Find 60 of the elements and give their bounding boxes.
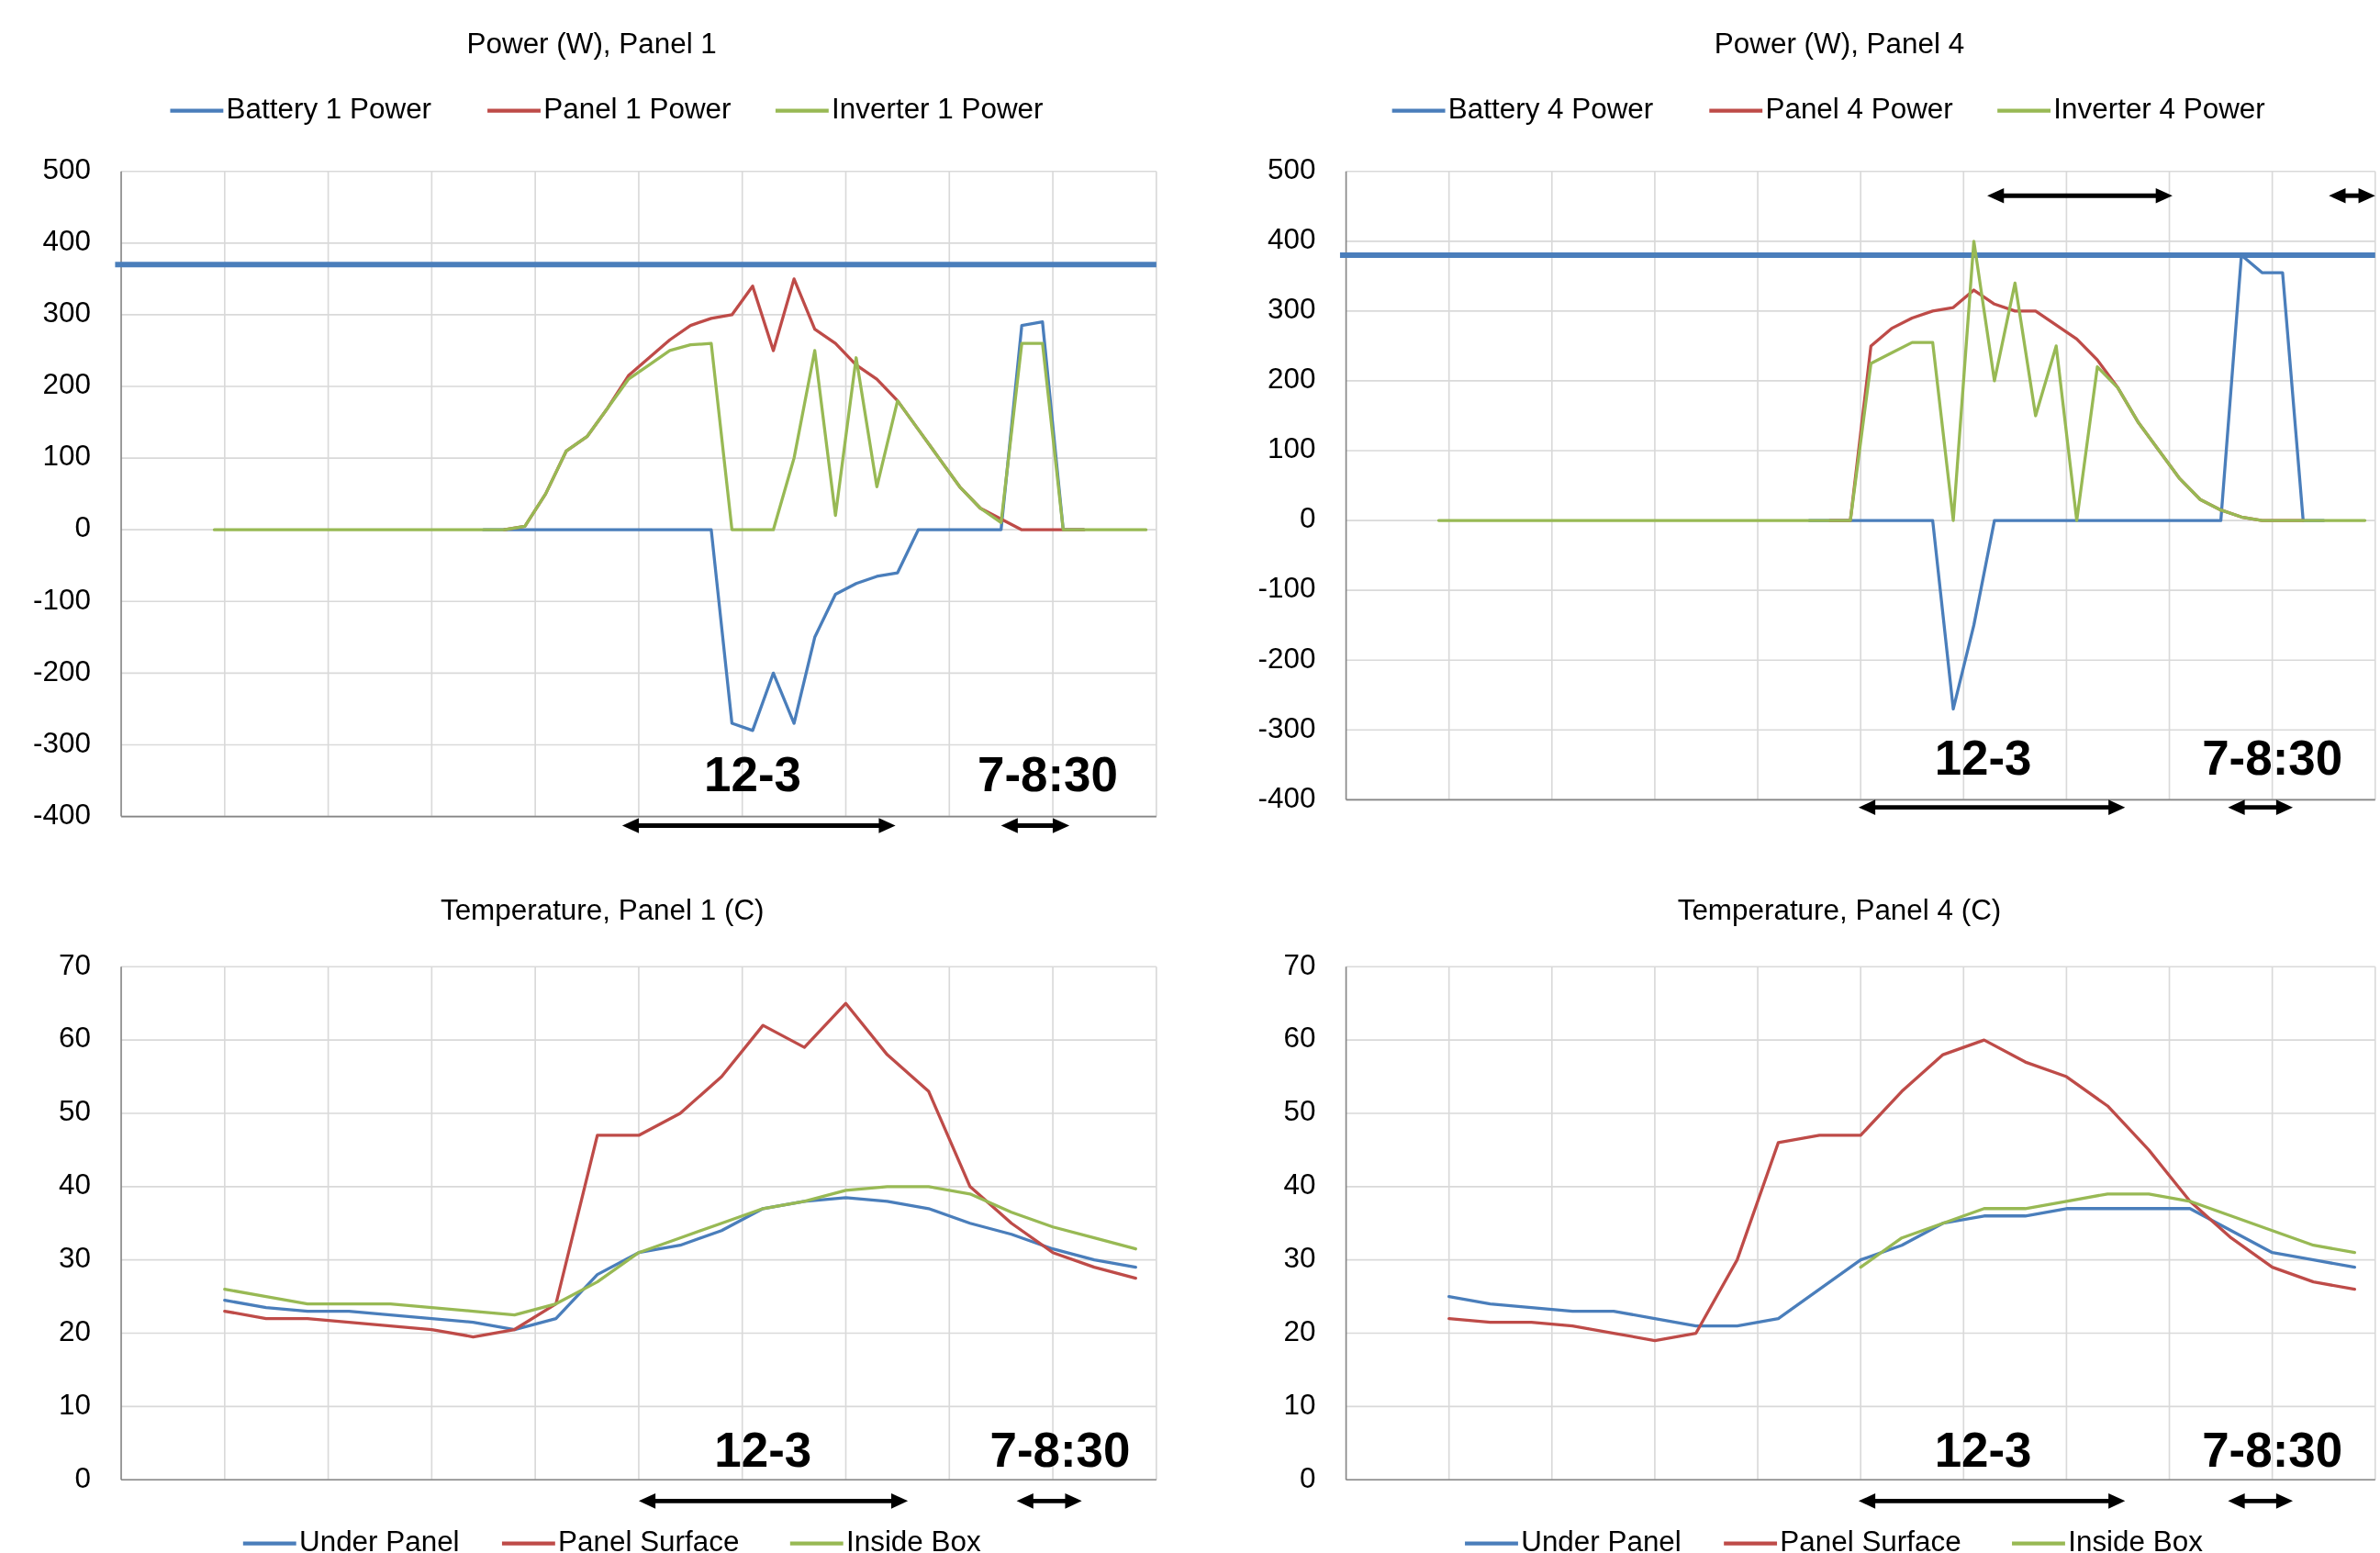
annotation: 12-3 xyxy=(714,1423,812,1478)
y-tick-label: 10 xyxy=(59,1388,91,1421)
y-tick-label: 30 xyxy=(1283,1241,1316,1274)
y-tick-label: -100 xyxy=(1257,572,1316,605)
legend-label: Panel Surface xyxy=(558,1525,740,1553)
legend-label: Under Panel xyxy=(1521,1525,1682,1553)
y-tick-label: 30 xyxy=(59,1241,91,1274)
y-tick-label: 40 xyxy=(1283,1168,1316,1201)
y-tick-label: 200 xyxy=(1268,363,1316,396)
y-tick-label: 300 xyxy=(1268,293,1316,326)
y-tick-label: 60 xyxy=(59,1022,91,1055)
chart-title: Power (W), Panel 1 xyxy=(466,27,717,60)
annotation: 7-8:30 xyxy=(989,1423,1131,1478)
y-tick-label: 50 xyxy=(59,1095,91,1128)
y-tick-label: 400 xyxy=(1268,223,1316,256)
y-tick-label: -300 xyxy=(33,726,91,759)
y-tick-label: -200 xyxy=(1257,642,1316,675)
y-tick-label: 60 xyxy=(1283,1022,1316,1055)
legend-label: Inverter 1 Power xyxy=(832,92,1044,125)
legend-label: Battery 1 Power xyxy=(226,92,432,125)
y-tick-label: 70 xyxy=(1283,948,1316,981)
legend-label: Panel 4 Power xyxy=(1765,92,1953,125)
y-tick-label: 300 xyxy=(42,296,91,330)
y-tick-label: 0 xyxy=(1300,502,1316,535)
y-tick-label: 500 xyxy=(1268,153,1316,186)
y-tick-label: -400 xyxy=(33,798,91,831)
legend-label: Under Panel xyxy=(299,1525,460,1553)
annotation: 7-8:30 xyxy=(2202,731,2343,786)
chart-title: Temperature, Panel 4 (C) xyxy=(1677,894,2002,927)
legend-label: Inverter 4 Power xyxy=(2053,92,2265,125)
annotation: 12-3 xyxy=(1934,1423,2032,1478)
y-tick-label: 70 xyxy=(59,948,91,981)
y-tick-label: -100 xyxy=(33,583,91,616)
y-tick-label: 50 xyxy=(1283,1095,1316,1128)
y-tick-label: 0 xyxy=(1300,1461,1316,1494)
y-tick-label: 40 xyxy=(59,1168,91,1201)
annotation: 12-3 xyxy=(1934,731,2032,786)
chart-title: Temperature, Panel 1 (C) xyxy=(440,894,765,927)
legend-label: Battery 4 Power xyxy=(1447,92,1654,125)
y-tick-label: 20 xyxy=(1283,1314,1316,1347)
y-tick-label: 0 xyxy=(74,1461,91,1494)
y-tick-label: -400 xyxy=(1257,781,1316,814)
legend-label: Panel 1 Power xyxy=(543,92,732,125)
annotation: 7-8:30 xyxy=(977,747,1118,802)
legend-label: Panel Surface xyxy=(1780,1525,1961,1553)
legend-label: Inside Box xyxy=(2068,1525,2204,1553)
chart-title: Power (W), Panel 4 xyxy=(1714,27,1965,60)
annotation: 12-3 xyxy=(704,747,801,802)
y-tick-label: 0 xyxy=(74,511,91,544)
y-tick-label: 20 xyxy=(59,1314,91,1347)
y-tick-label: 100 xyxy=(42,440,91,473)
y-tick-label: 500 xyxy=(42,153,91,186)
y-tick-label: 200 xyxy=(42,368,91,401)
y-tick-label: -200 xyxy=(33,654,91,687)
y-tick-label: 10 xyxy=(1283,1388,1316,1421)
y-tick-label: 100 xyxy=(1268,432,1316,465)
annotation: 7-8:30 xyxy=(2202,1423,2343,1478)
legend-label: Inside Box xyxy=(846,1525,981,1553)
y-tick-label: -300 xyxy=(1257,711,1316,744)
y-tick-label: 400 xyxy=(42,225,91,258)
